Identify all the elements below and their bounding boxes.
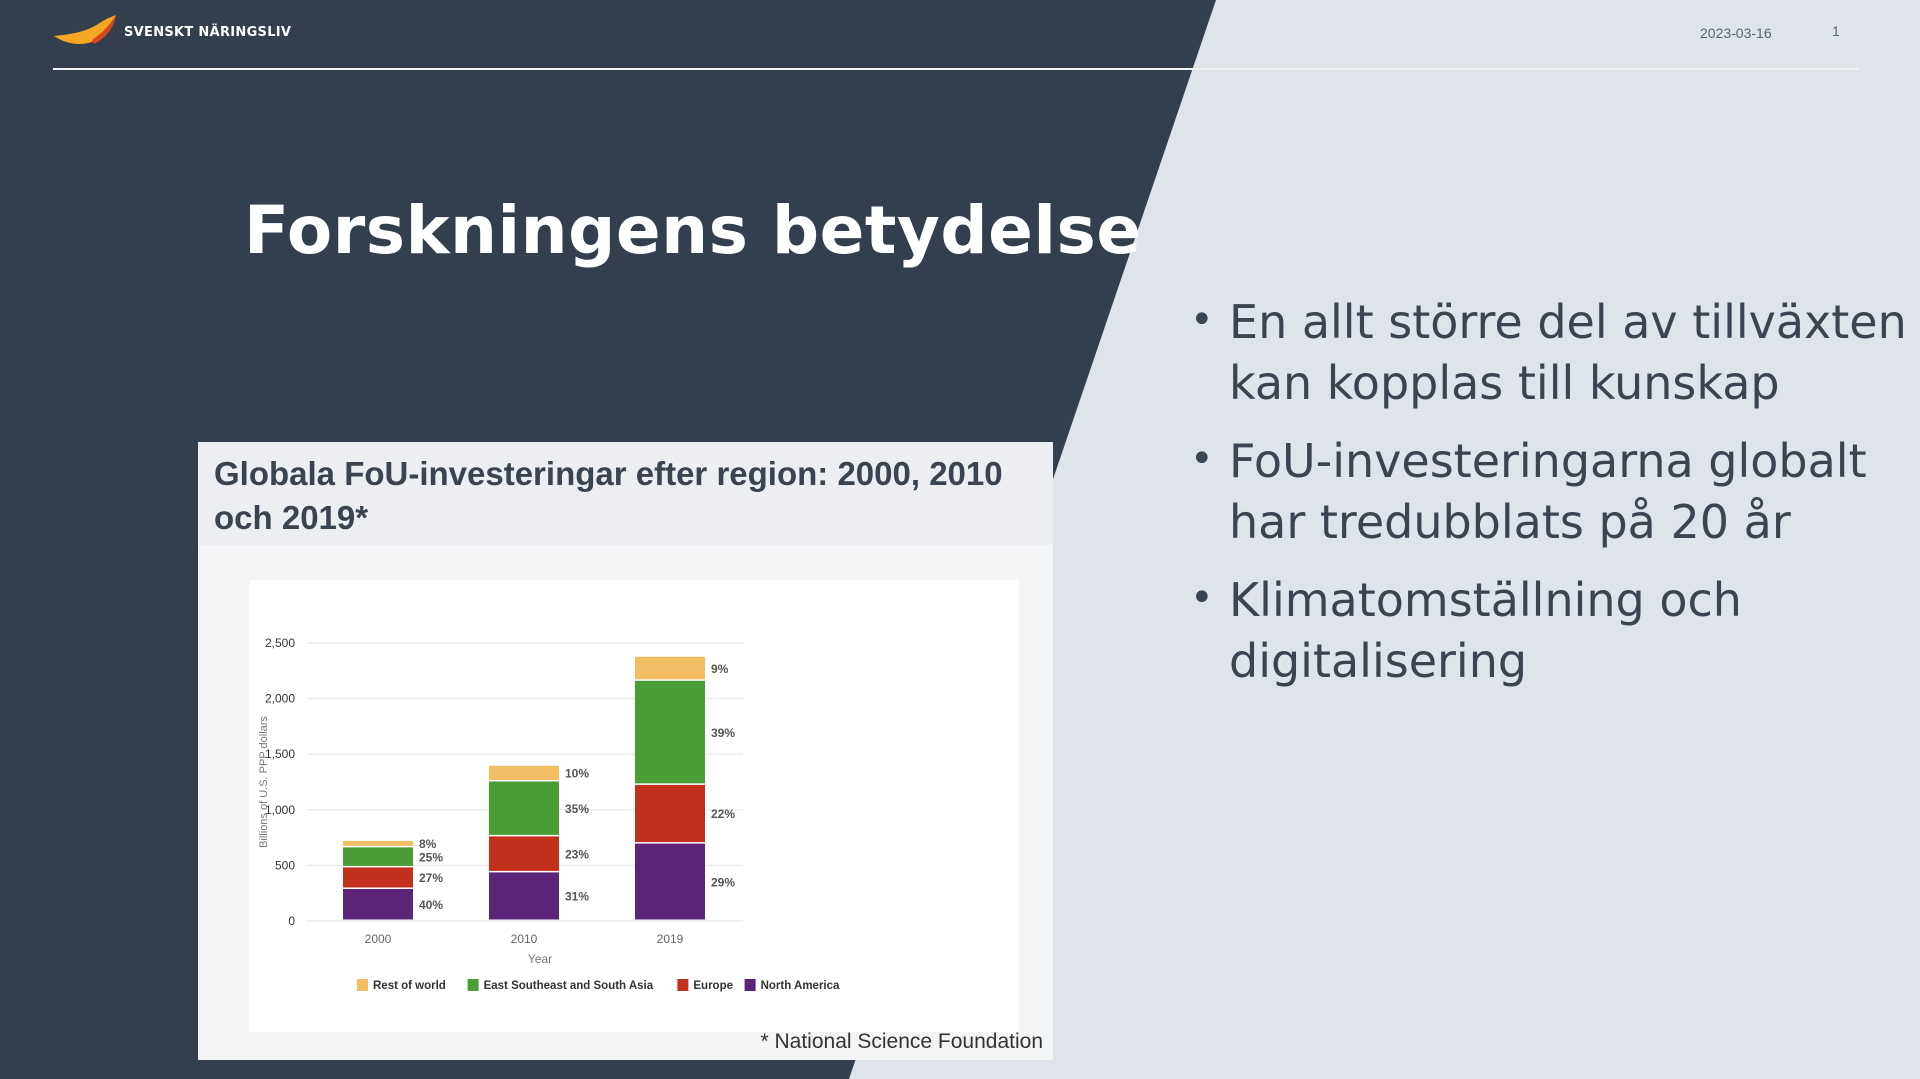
bar-segment [343, 840, 413, 846]
data-label: 29% [711, 875, 735, 889]
legend-swatch [357, 979, 368, 991]
data-label: 39% [711, 726, 735, 740]
data-label: 27% [419, 871, 443, 885]
figure-title: Globala FoU-investeringar efter region: … [198, 442, 1053, 545]
bullet-item: Klimatomställning och digitalisering [1190, 568, 1910, 692]
bar-segment [489, 765, 559, 780]
data-label: 35% [565, 802, 589, 816]
data-label: 8% [419, 837, 437, 851]
y-tick-label: 2,500 [265, 636, 295, 650]
footnote: * National Science Foundation [760, 1030, 1043, 1053]
y-tick-label: 1,000 [265, 803, 295, 817]
logo-text: SVENSKT NÄRINGSLIV [124, 24, 292, 40]
y-tick-label: 2,000 [265, 692, 295, 706]
page-number: 1 [1832, 23, 1840, 39]
data-label: 40% [419, 898, 443, 912]
data-label: 25% [419, 850, 443, 864]
bullet-item: En allt större del av tillväxten kan kop… [1190, 290, 1910, 414]
slide-date: 2023-03-16 [1700, 25, 1772, 41]
bar-segment [635, 680, 705, 784]
legend-swatch [744, 979, 756, 991]
bar-segment [635, 784, 705, 843]
y-tick-label: 0 [288, 914, 295, 928]
y-tick-label: 1,500 [265, 747, 295, 761]
legend-swatch [677, 979, 689, 991]
bar-segment [635, 843, 705, 920]
bird-logo-icon [54, 15, 116, 44]
bar-segment [489, 872, 559, 920]
stacked-bar-chart: 0 500 1,000 1,500 2,000 2,500 Billions of U.S.… [258, 636, 840, 992]
chart-panel: 0 500 1,000 1,500 2,000 2,500 Billions of U.S.… [249, 580, 1019, 1032]
y-tick-label: 500 [275, 858, 295, 872]
legend-label: Europe [693, 980, 733, 992]
bar-segment [635, 656, 705, 680]
legend-label: Rest of world [373, 980, 446, 992]
bullet-list: En allt större del av tillväxten kan kop… [1190, 290, 1910, 709]
figure-card: Globala FoU-investeringar efter region: … [198, 442, 1053, 1060]
bar-segment [343, 847, 413, 866]
x-axis-label: Year [528, 952, 552, 966]
data-label: 10% [565, 767, 589, 781]
data-label: 22% [711, 807, 735, 821]
bar-segment [489, 781, 559, 835]
y-axis-label: Billions of U.S. PPP dollars [258, 716, 270, 848]
header-divider [53, 68, 1858, 70]
bar-segment [343, 888, 413, 920]
x-tick-label: 2010 [511, 932, 538, 946]
legend-swatch [467, 979, 479, 991]
legend-label: North America [761, 980, 840, 992]
legend-label: East Southeast and South Asia [484, 980, 654, 992]
data-label: 9% [711, 662, 729, 676]
slide-title: Forskningens betydelse [244, 192, 1142, 269]
data-label: 31% [565, 890, 589, 904]
x-tick-label: 2000 [365, 932, 392, 946]
data-label: 23% [565, 847, 589, 861]
svenskt-naringsliv-logo: SVENSKT NÄRINGSLIV [52, 14, 291, 50]
bar-segment [343, 867, 413, 888]
bar-segment [489, 836, 559, 871]
x-tick-label: 2019 [657, 932, 684, 946]
bullet-item: FoU-investeringarna globalt har tredubbl… [1190, 429, 1910, 553]
